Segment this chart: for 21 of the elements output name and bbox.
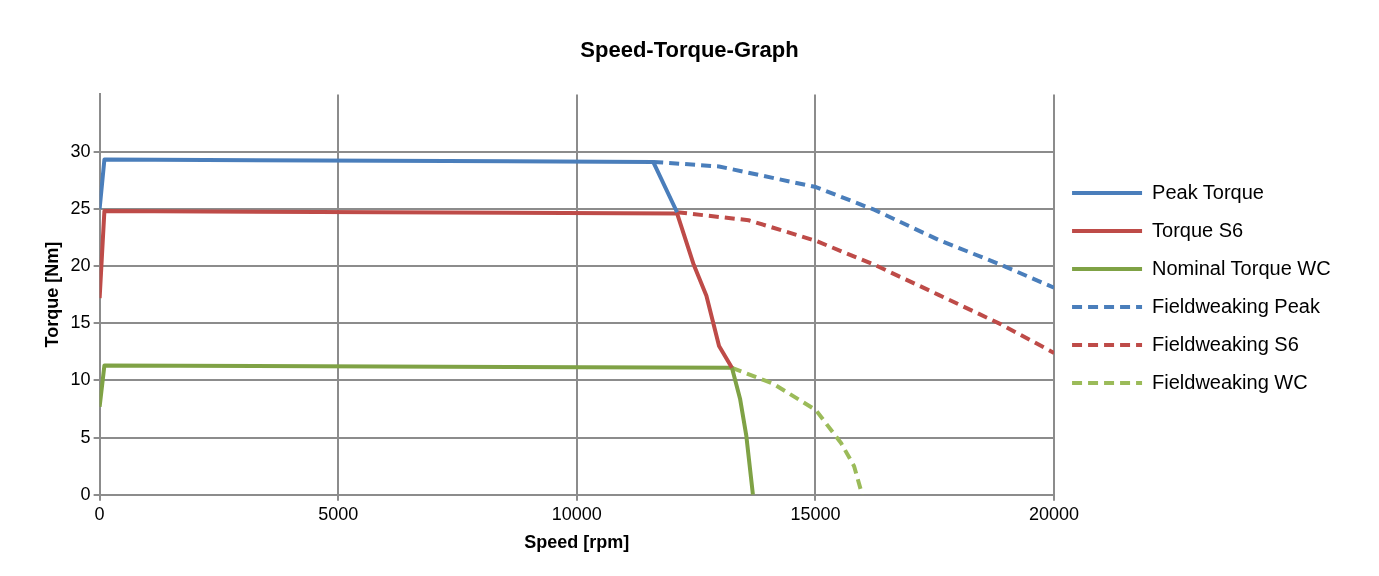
y-tick-label: 5 (80, 426, 91, 447)
y-axis-title: Torque [Nm] (41, 241, 62, 348)
y-tick-label: 15 (70, 312, 91, 333)
y-tick-label: 10 (70, 369, 91, 390)
x-axis-title: Speed [rpm] (524, 532, 630, 553)
legend-label: Peak Torque (1152, 180, 1264, 203)
y-tick-label: 20 (70, 254, 91, 275)
legend-label: Fieldweaking S6 (1152, 332, 1299, 355)
y-tick-label: 0 (80, 483, 91, 504)
legend-label: Fieldweaking Peak (1152, 294, 1321, 317)
y-tick-label: 30 (70, 140, 91, 161)
legend-label: Nominal Torque WC (1152, 256, 1331, 279)
legend-label: Fieldweaking WC (1152, 370, 1308, 393)
x-tick-label: 20000 (1029, 503, 1080, 524)
x-tick-label: 0 (94, 503, 105, 524)
legend-label: Torque S6 (1152, 218, 1244, 241)
y-tick-label: 25 (70, 197, 91, 218)
chart-title: Speed-Torque-Graph (580, 37, 799, 63)
x-tick-label: 5000 (318, 503, 359, 524)
x-tick-label: 15000 (790, 503, 841, 524)
x-tick-label: 10000 (551, 503, 602, 524)
